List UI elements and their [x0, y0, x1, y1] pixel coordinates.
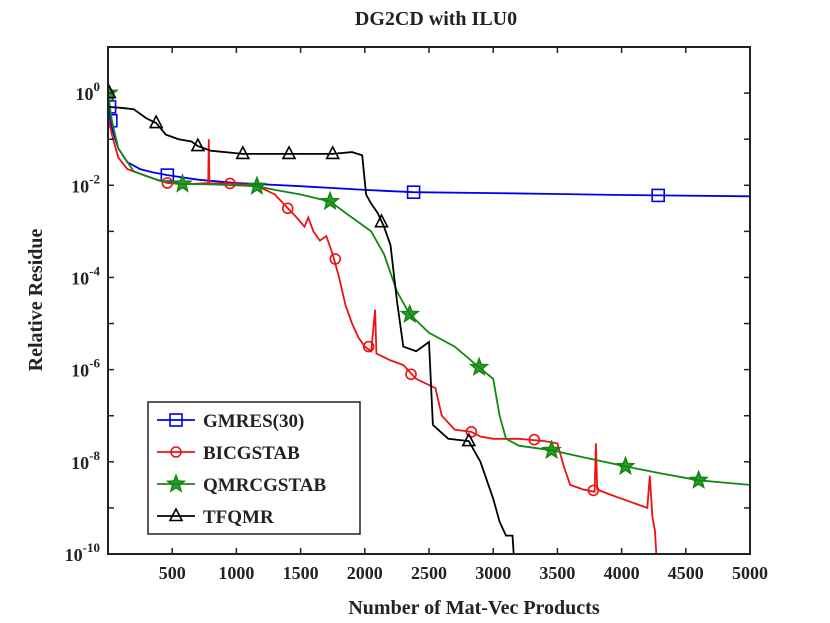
legend-entry: BICGSTAB: [157, 443, 300, 464]
series-layer: [108, 82, 750, 554]
x-tick-label: 1500: [283, 563, 319, 583]
data-marker: [362, 340, 375, 353]
y-tick-label: 10-4: [71, 263, 100, 288]
data-marker: [374, 213, 389, 228]
data-marker: [172, 173, 193, 193]
x-axis-label: Number of Mat-Vec Products: [348, 597, 599, 619]
legend-label: BICGSTAB: [203, 443, 300, 464]
data-marker: [461, 432, 477, 447]
legend-entry: TFQMR: [157, 507, 274, 528]
x-tick-label: 2500: [411, 563, 447, 583]
data-marker: [541, 439, 562, 460]
data-marker: [329, 253, 342, 265]
data-marker: [246, 175, 268, 195]
x-tick-label: 5000: [732, 563, 768, 583]
data-marker: [615, 455, 636, 476]
data-marker: [319, 190, 341, 211]
data-marker: [468, 356, 490, 377]
series-line: [108, 115, 658, 554]
data-marker: [465, 426, 478, 438]
data-marker: [190, 137, 206, 152]
series-line: [108, 106, 515, 554]
data-marker: [405, 368, 417, 381]
legend-entry: QMRCGSTAB: [157, 473, 326, 496]
x-tick-label: 2000: [347, 563, 383, 583]
data-marker: [399, 303, 420, 324]
legend-marker: [168, 507, 184, 522]
legend-marker: [165, 473, 187, 493]
data-marker: [108, 84, 117, 99]
x-tick-label: 3000: [475, 563, 511, 583]
data-marker: [688, 469, 709, 489]
data-marker: [587, 484, 600, 497]
x-tick-label: 4000: [604, 563, 640, 583]
data-marker: [325, 145, 341, 160]
data-marker: [148, 114, 164, 129]
y-tick-label: 10-10: [65, 540, 100, 565]
legend: GMRES(30) BICGSTAB QMRCGSTAB TFQMR: [147, 401, 361, 535]
legend-label: TFQMR: [203, 507, 274, 528]
data-marker: [651, 188, 665, 203]
y-axis-label: Relative Residue: [25, 229, 47, 372]
data-marker: [281, 202, 294, 215]
y-tick-label: 10-6: [71, 356, 100, 381]
legend-label: QMRCGSTAB: [203, 475, 326, 496]
legend-box: [147, 401, 361, 535]
series-bicgstab: [108, 115, 658, 554]
x-tick-label: 4500: [668, 563, 704, 583]
legend-entry: GMRES(30): [157, 411, 304, 432]
x-tick-label: 1000: [218, 563, 254, 583]
x-tick-label: 500: [159, 563, 186, 583]
series-tfqmr: [108, 84, 515, 554]
series-line: [108, 104, 750, 198]
legend-label: GMRES(30): [203, 411, 304, 432]
data-marker: [528, 433, 541, 446]
y-tick-label: 10-2: [71, 171, 100, 196]
data-marker: [235, 145, 251, 160]
legend-marker: [170, 446, 182, 458]
chart-title: DG2CD with ILU0: [355, 8, 517, 30]
data-marker: [224, 177, 236, 190]
y-tick-label: 10-8: [71, 448, 100, 473]
axes-layer: 500 1000 1500 2000 2500 3000 3500 4000 4500 5000 1…: [65, 46, 768, 583]
legend-marker: [169, 413, 183, 427]
series-qmrcgstab: [108, 82, 750, 489]
y-tick-label: 100: [76, 79, 101, 104]
x-tick-label: 3500: [539, 563, 575, 583]
data-marker: [406, 185, 421, 199]
data-marker: [281, 145, 297, 160]
